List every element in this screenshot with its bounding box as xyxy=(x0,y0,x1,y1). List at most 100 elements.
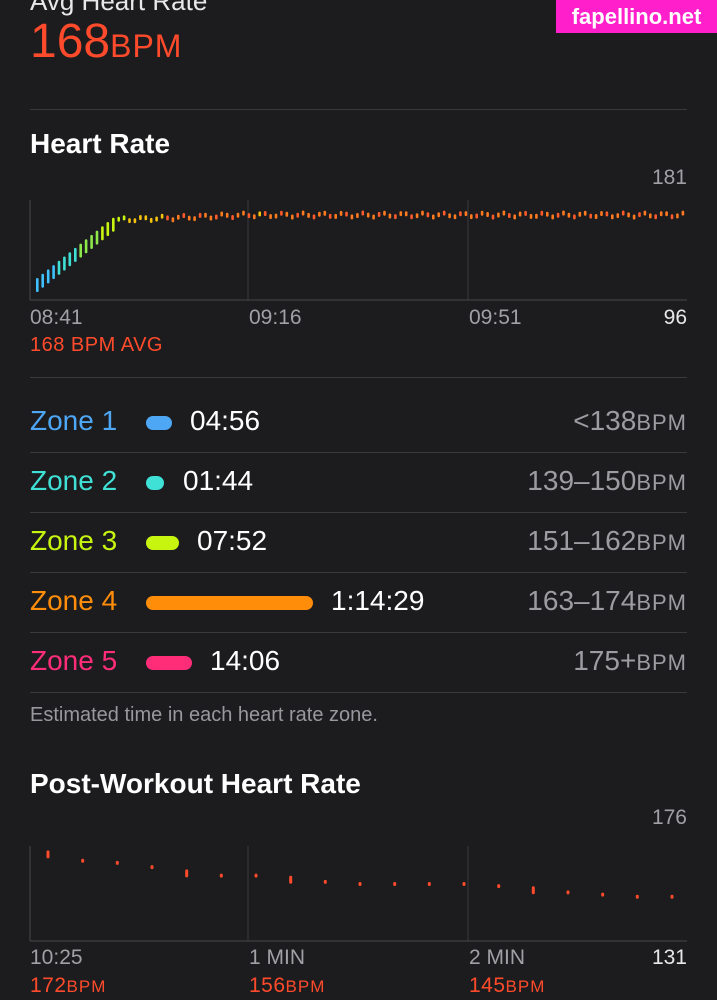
zone-range-unit: BPM xyxy=(636,470,687,495)
hr-bar xyxy=(616,213,620,219)
hr-bar xyxy=(95,230,99,245)
hr-y-max-label: 181 xyxy=(651,166,687,189)
hr-bar xyxy=(258,211,261,217)
zone-range: 163–174BPM xyxy=(527,585,687,617)
zone-range: 139–150BPM xyxy=(527,465,687,497)
pw-value-unit: BPM xyxy=(285,977,326,996)
zone-range-unit: BPM xyxy=(636,590,687,615)
pw-point xyxy=(185,869,189,878)
hr-bar xyxy=(74,247,77,262)
hr-bar xyxy=(415,213,419,219)
zone-range: 151–162BPM xyxy=(527,525,687,557)
hr-bar xyxy=(345,211,348,217)
pw-value-2min: 145BPM xyxy=(469,974,545,998)
hr-bar xyxy=(182,213,186,218)
hr-x-label-mid: 09:16 xyxy=(249,306,302,329)
hr-bar xyxy=(312,214,316,220)
hr-bar xyxy=(546,211,549,217)
hr-bar xyxy=(442,210,446,216)
pw-x-label-end: 2 MIN xyxy=(469,946,526,969)
hr-bar xyxy=(611,214,614,220)
zone-time: 07:52 xyxy=(197,525,268,556)
zone-bar xyxy=(146,596,313,610)
divider xyxy=(30,109,687,110)
zone-time: 01:44 xyxy=(183,465,254,496)
hr-bar xyxy=(556,212,560,218)
hr-bar xyxy=(128,218,131,224)
hr-bar xyxy=(573,214,576,220)
hr-bar xyxy=(464,211,468,217)
hr-bar xyxy=(583,210,587,216)
hr-bar xyxy=(562,210,565,216)
hr-bar xyxy=(63,256,66,271)
post-workout-title: Post-Workout Heart Rate xyxy=(30,768,361,799)
zone-name: Zone 4 xyxy=(30,585,118,616)
pw-point xyxy=(635,894,639,899)
zone-name: Zone 5 xyxy=(30,645,118,676)
hr-bar xyxy=(139,215,142,220)
pw-y-max-label: 176 xyxy=(651,806,687,829)
hr-bar xyxy=(225,212,229,218)
hr-bar xyxy=(57,260,61,275)
hr-bar xyxy=(649,213,652,219)
hr-bar xyxy=(366,212,370,218)
hr-bar xyxy=(155,216,158,222)
pw-value-number: 156 xyxy=(249,974,286,997)
hr-bar xyxy=(470,214,473,220)
hr-bar xyxy=(497,212,500,218)
watermark: fapellino.net xyxy=(556,0,717,33)
pw-value-1min: 156BPM xyxy=(249,974,325,998)
pw-point xyxy=(289,875,293,884)
zone-name: Zone 3 xyxy=(30,525,118,556)
zone-row-4[interactable]: Zone 4 1:14:29 163–174BPM xyxy=(30,573,687,633)
hr-bar xyxy=(388,213,392,219)
pw-value-start: 172BPM xyxy=(30,974,106,998)
pw-point xyxy=(462,882,466,886)
hr-bar xyxy=(508,213,511,218)
avg-heart-rate-label: Avg Heart Rate xyxy=(30,0,208,16)
zone-time: 04:56 xyxy=(190,405,261,436)
hr-bar xyxy=(220,211,223,217)
divider xyxy=(30,512,687,513)
pw-point xyxy=(497,884,501,889)
hr-bar xyxy=(269,214,272,219)
heart-rate-chart xyxy=(29,200,687,301)
hr-bar xyxy=(144,215,148,221)
hr-bar xyxy=(52,265,55,280)
hr-bar xyxy=(453,214,457,220)
pw-value-unit: BPM xyxy=(505,977,546,996)
hr-bar xyxy=(79,243,82,258)
hr-bar xyxy=(518,211,522,217)
zone-bar xyxy=(146,416,172,430)
hr-bar xyxy=(177,214,180,220)
hr-x-label-end: 09:51 xyxy=(469,306,522,329)
pw-point xyxy=(219,873,223,878)
hr-bar xyxy=(307,212,310,218)
pw-point xyxy=(150,865,154,870)
zone-range-value: 175+ xyxy=(573,645,637,676)
zone-range-unit: BPM xyxy=(636,530,687,555)
hr-bar xyxy=(291,214,294,220)
zone-row-3[interactable]: Zone 3 07:52 151–162BPM xyxy=(30,513,687,573)
zone-row-1[interactable]: Zone 1 04:56 <138BPM xyxy=(30,393,687,453)
zone-name: Zone 1 xyxy=(30,405,118,436)
zone-row-2[interactable]: Zone 2 01:44 139–150BPM xyxy=(30,453,687,513)
hr-bar xyxy=(350,214,354,220)
hr-bar xyxy=(524,210,527,216)
zone-row-5[interactable]: Zone 5 14:06 175+BPM xyxy=(30,633,687,693)
hr-bar xyxy=(676,213,679,219)
divider xyxy=(30,572,687,573)
hr-bar xyxy=(36,278,39,292)
pw-point xyxy=(531,886,535,895)
zone-range: <138BPM xyxy=(573,405,687,437)
hr-bar xyxy=(551,214,554,220)
hr-bar xyxy=(643,210,647,216)
hr-bar xyxy=(491,214,495,220)
hr-y-min-label: 96 xyxy=(663,306,687,329)
hr-bar xyxy=(578,211,582,217)
zone-range-value: 151–162 xyxy=(527,525,637,556)
hr-bar xyxy=(437,212,440,218)
hr-bar xyxy=(247,213,251,219)
hr-bar xyxy=(529,213,533,219)
hr-bar xyxy=(638,212,641,218)
